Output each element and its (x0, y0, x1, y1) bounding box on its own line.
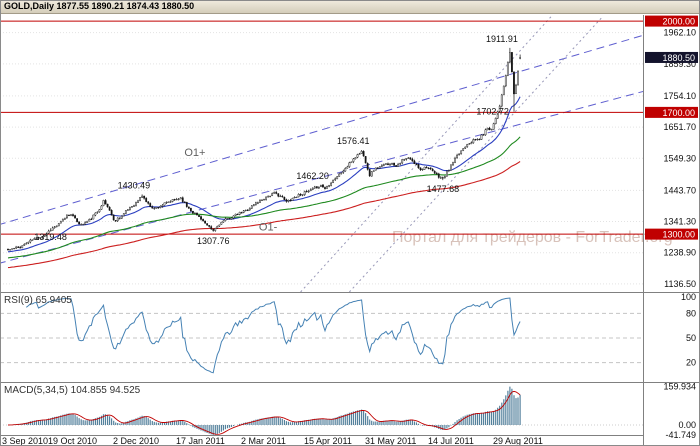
ma-75-line (7, 136, 521, 259)
swing-price-label: 1430.49 (118, 180, 151, 190)
price-axis-tick: 1238.90 (663, 248, 696, 258)
swing-price-label: 1477.68 (427, 184, 460, 194)
trend-line[interactable] (0, 90, 650, 264)
panel-separators (0, 15, 700, 446)
macd-axis-tick: -41.749 (665, 430, 696, 440)
price-axis-tick: 1341.30 (663, 217, 696, 227)
date-axis-tick: 14 Jul 2011 (428, 436, 474, 446)
date-axis-tick: 31 May 2011 (365, 436, 416, 446)
price-axis-tick: 1962.10 (663, 28, 696, 38)
candlestick-series (7, 47, 521, 251)
rsi-panel: 100 80 50 20 RSI(9) 65.9405 (0, 292, 696, 374)
rsi-line (25, 297, 521, 374)
current-price-badge-label: 1880.50 (662, 53, 695, 63)
rsi-axis-tick: 50 (686, 333, 696, 343)
level-price-badge (645, 15, 698, 27)
price-axis-tick: 1549.30 (663, 153, 696, 163)
price-axis-tick: 1651.70 (663, 122, 696, 132)
watermark-text: Портал для трейдеров - ForTrader.org (392, 229, 673, 246)
swing-price-label: 1576.41 (337, 136, 370, 146)
date-axis-tick: 19 Oct 2010 (48, 436, 97, 446)
price-panel: 1319.48 1430.49 1307.76 1462.20 1576.41 1477.… (0, 15, 650, 292)
candles-down (7, 52, 515, 251)
macd-panel-label: MACD(5,34,5) 104.855 94.525 (4, 385, 141, 396)
rsi-axis-tick: 100 (681, 292, 696, 302)
ma-21-line (7, 96, 521, 253)
chart-title-bar: GOLD,Daily 1877.55 1890.21 1874.43 1880.… (0, 0, 700, 14)
level-price-badge-label: 1300.00 (662, 230, 695, 240)
date-axis-tick: 29 Aug 2011 (493, 436, 543, 446)
macd-signal-line (7, 390, 521, 435)
price-axis-tick: 1859.30 (663, 59, 696, 69)
date-axis-tick: 2 Dec 2010 (113, 436, 159, 446)
ma-150-line (7, 161, 521, 269)
candles-up (9, 52, 521, 251)
chart-title-ohlc: GOLD,Daily 1877.55 1890.21 1874.43 1880.… (4, 1, 195, 11)
level-price-badge-label: 2000.00 (662, 17, 695, 27)
swing-price-label: 1911.91 (486, 34, 518, 44)
chart-text-annotation: O1- (259, 221, 278, 233)
date-axis[interactable]: 3 Sep 2010 19 Oct 2010 2 Dec 2010 17 Jan 20… (2, 436, 543, 446)
level-price-badge (645, 228, 698, 240)
swing-price-label: 1319.48 (34, 232, 67, 242)
price-axis[interactable]: 1962.10 1859.30 1754.10 1651.70 1549.30 1443.… (645, 15, 698, 289)
level-price-badge-label: 1700.00 (662, 108, 695, 118)
price-axis-tick: 1443.70 (663, 185, 696, 195)
date-axis-tick: 17 Jan 2011 (176, 436, 225, 446)
chart-canvas[interactable]: Портал для трейдеров - ForTrader.org1319… (0, 14, 700, 446)
level-price-badge (645, 106, 698, 118)
current-price-badge (645, 51, 698, 63)
date-axis-tick: 3 Sep 2010 (2, 436, 48, 446)
rsi-panel-label: RSI(9) 65.9405 (4, 295, 72, 306)
trend-line[interactable] (0, 33, 650, 225)
swing-price-label: 1462.20 (296, 171, 329, 181)
swing-price-label: 1702.72 (476, 107, 509, 117)
price-grid (0, 32, 643, 285)
date-axis-tick: 2 Mar 2011 (241, 436, 286, 446)
date-axis-tick: 15 Apr 2011 (304, 436, 352, 446)
macd-panel: 159.934 0.00-41.749 MACD(5,34,5) 104.855 9… (0, 382, 696, 440)
price-axis-tick: 1754.10 (663, 91, 696, 101)
chart-text-annotation: O1+ (184, 147, 205, 159)
trend-line[interactable] (349, 17, 602, 292)
rsi-axis-tick: 20 (686, 358, 696, 368)
rsi-axis-tick: 80 (686, 308, 696, 318)
swing-price-label: 1307.76 (197, 236, 230, 246)
macd-axis-tick: 159.934 (663, 382, 696, 392)
price-axis-tick: 1136.50 (664, 279, 696, 289)
macd-axis-tick: 0.00 (678, 420, 696, 430)
